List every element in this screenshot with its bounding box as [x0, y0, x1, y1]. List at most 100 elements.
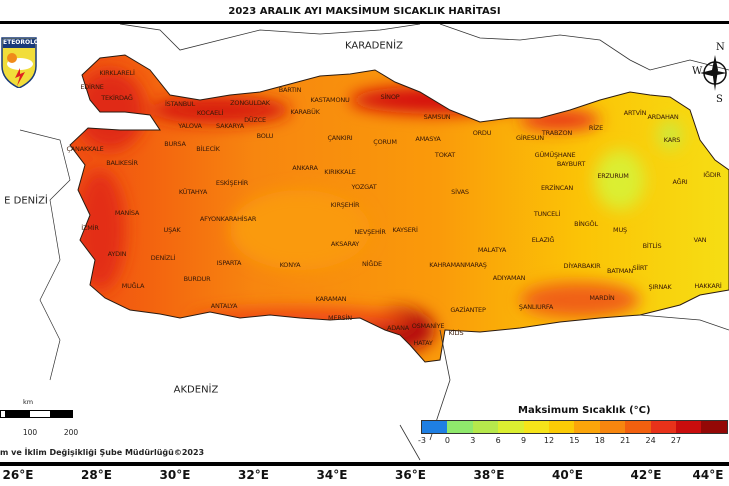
province-label: TOKAT	[434, 151, 456, 159]
province-label: KARS	[663, 136, 681, 144]
province-label: DÜZCE	[244, 116, 266, 124]
sea-label-black-sea: KARADENİZ	[345, 40, 403, 52]
colorbar-segment	[447, 421, 473, 433]
province-label: ELAZIĞ	[531, 236, 555, 244]
colorbar-tick-label: 24	[645, 436, 656, 445]
colorbar-segment	[523, 421, 549, 433]
province-label: İSTANBUL	[164, 100, 196, 108]
province-label: ORDU	[472, 129, 492, 137]
province-label: ANKARA	[292, 164, 318, 172]
province-label: ANTALYA	[210, 302, 238, 310]
province-label: SİVAS	[451, 188, 469, 196]
province-label: KAHRAMANMARAŞ	[429, 261, 487, 269]
province-label: İZMİR	[81, 224, 99, 232]
colorbar-segment	[650, 421, 676, 433]
scale-label-100: 100	[22, 428, 38, 437]
province-label: BURSA	[164, 140, 186, 148]
longitude-label: 42°E	[630, 468, 662, 482]
province-label: ADIYAMAN	[492, 274, 526, 282]
province-label: MERSİN	[328, 314, 352, 322]
province-label: ÇORUM	[373, 138, 397, 146]
province-label: AKSARAY	[330, 240, 360, 248]
scale-bar-segment	[0, 410, 6, 418]
province-label: YALOVA	[178, 122, 202, 130]
colorbar-tick-label: 21	[620, 436, 631, 445]
colorbar-segment	[498, 421, 524, 433]
scale-bar-segment	[6, 410, 29, 418]
province-label: AYDIN	[107, 250, 127, 258]
province-label: KOCAELİ	[196, 109, 224, 117]
province-label: KIRŞEHİR	[330, 201, 360, 209]
colorbar-tick-label: 12	[543, 436, 555, 445]
province-label: NİĞDE	[362, 260, 382, 268]
province-label: KÜTAHYA	[178, 188, 208, 196]
province-label: TEKİRDAĞ	[101, 94, 133, 102]
province-label: RİZE	[588, 124, 604, 132]
province-label: MARDİN	[589, 294, 615, 302]
province-label: KIRKLARELİ	[99, 69, 135, 77]
province-label: UŞAK	[163, 226, 181, 234]
compass-north: N	[716, 42, 725, 53]
colorbar-segment	[422, 421, 448, 433]
province-label: NEVŞEHİR	[354, 228, 386, 236]
province-label: BAYBURT	[556, 160, 586, 168]
province-label: MALATYA	[477, 246, 507, 254]
longitude-label: 28°E	[81, 468, 112, 482]
colorbar-tick-label: -3	[418, 436, 426, 445]
greek-coastline	[19, 129, 71, 381]
province-label: MANİSA	[114, 209, 140, 217]
colorbar-tick-label: 6	[495, 436, 501, 445]
compass-south: S	[716, 94, 723, 105]
colorbar-title: Maksimum Sıcaklık (°C)	[518, 405, 651, 416]
longitude-label: 30°E	[159, 468, 191, 482]
province-label: HAKKARİ	[694, 282, 722, 290]
colorbar-segment	[675, 421, 702, 433]
longitude-label: 44°E	[692, 468, 724, 482]
province-label: VAN	[693, 236, 707, 244]
province-label: IĞDIR	[703, 171, 721, 179]
longitude-label: 36°E	[395, 468, 426, 482]
province-label: ERZİNCAN	[540, 184, 574, 192]
province-label: ESKİŞEHİR	[215, 179, 249, 187]
province-label: GÜMÜŞHANE	[534, 151, 576, 159]
province-label: SAKARYA	[216, 122, 244, 130]
province-label: BİTLİS	[642, 242, 662, 250]
longitude-label: 26°E	[2, 468, 34, 482]
province-label: DENİZLİ	[150, 254, 176, 262]
longitude-label: 34°E	[316, 468, 348, 482]
province-label: YOZGAT	[351, 183, 377, 191]
province-label: ADANA	[386, 324, 410, 332]
meteoroloji-logo	[0, 36, 38, 89]
province-label: BALIKESİR	[106, 159, 138, 167]
colorbar-tick-label: 15	[569, 436, 580, 445]
longitude-label: 38°E	[473, 468, 505, 482]
province-label: BURDUR	[183, 275, 211, 283]
colorbar-tick-label: 18	[594, 436, 605, 445]
province-label: AĞRI	[672, 178, 688, 186]
colorbar-tick-label: 27	[670, 436, 682, 445]
province-label: ZONGULDAK	[230, 99, 270, 107]
province-label: KAYSERİ	[392, 226, 418, 234]
province-label: ARDAHAN	[647, 113, 679, 121]
province-label: BİLECİK	[196, 145, 220, 153]
province-label: ÇANAKKALE	[66, 145, 104, 153]
frame-bottom-border	[0, 462, 729, 466]
temperature-map	[19, 24, 729, 461]
province-label: AFYONKARAHİSAR	[199, 215, 257, 223]
province-label: HATAY	[413, 339, 433, 347]
province-label: MUĞLA	[121, 282, 145, 290]
colorbar-tick-label: 3	[470, 436, 476, 445]
compass-rose-icon	[700, 55, 727, 91]
colorbar-segment	[548, 421, 575, 433]
colorbar-segment	[574, 421, 600, 433]
province-label: KİLİS	[448, 329, 464, 337]
colorbar-segment	[599, 421, 626, 433]
province-label: SİİRT	[632, 264, 648, 272]
scale-unit: km	[23, 398, 34, 406]
province-label: ISPARTA	[216, 259, 242, 267]
scale-label-200: 200	[63, 428, 79, 437]
frame-top-border	[0, 21, 729, 24]
province-label: GİRESUN	[516, 134, 544, 142]
sea-label-mediterranean: AKDENİZ	[173, 384, 219, 396]
province-label: KONYA	[279, 261, 301, 269]
